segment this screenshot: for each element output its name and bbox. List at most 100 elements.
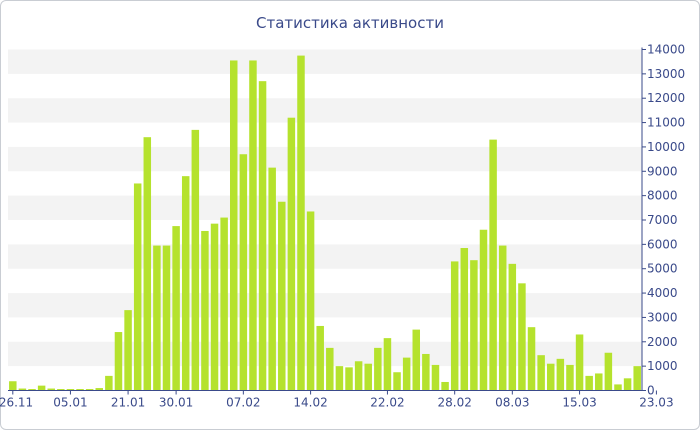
bar (133, 183, 142, 391)
bar (518, 283, 526, 391)
bar (95, 388, 104, 391)
x-tick-label: 07.02 (226, 396, 260, 410)
bar (460, 248, 469, 391)
bar (354, 361, 363, 391)
bar (239, 154, 248, 391)
bar (191, 129, 200, 391)
bar (383, 338, 392, 391)
bar (76, 389, 84, 391)
x-tick-label: 08.03 (495, 396, 529, 410)
y-tick-label: 5000 (647, 262, 678, 276)
bar (18, 388, 27, 391)
bar (210, 223, 219, 391)
y-tick-label: 11000 (647, 116, 685, 130)
bar (508, 263, 517, 391)
bar (181, 176, 190, 391)
bar (153, 245, 161, 391)
grid-band (8, 244, 642, 269)
bar (201, 230, 209, 391)
bar (37, 385, 46, 391)
bar (143, 137, 152, 391)
bar (316, 325, 324, 391)
x-tick-label: 05.01 (53, 396, 87, 410)
grid-band (8, 341, 642, 367)
bar (297, 55, 305, 391)
bar (585, 375, 593, 391)
bar (402, 357, 411, 391)
y-axis-ticks: 0 1000 2000 3000 4000 5000 6000 7000 8000 9000 100… (642, 43, 685, 398)
bar (66, 389, 75, 391)
y-tick-label: 12000 (647, 91, 685, 105)
bar (604, 352, 613, 391)
bar (85, 389, 94, 391)
bar (326, 347, 334, 391)
bar (412, 329, 421, 391)
y-tick-label: 13000 (647, 67, 685, 81)
grid-band (8, 146, 642, 172)
x-tick-label: 15.03 (562, 396, 596, 410)
bar (556, 358, 565, 391)
grid-band (8, 49, 642, 74)
bar (162, 245, 171, 391)
grid-band (8, 293, 642, 318)
y-tick-label: 9000 (647, 164, 678, 178)
x-tick-label: 26.11 (0, 396, 33, 410)
y-tick-label: 8000 (647, 189, 678, 203)
bar (623, 378, 632, 391)
x-tick-label: 21.01 (111, 396, 145, 410)
grid-bands (8, 49, 642, 367)
bar (220, 217, 228, 391)
y-tick-label: 10000 (647, 140, 685, 154)
x-tick-label: 28.02 (438, 396, 472, 410)
bar (422, 353, 430, 391)
grid-band (8, 195, 642, 220)
bar (172, 226, 180, 391)
x-tick-label: 22.02 (370, 396, 404, 410)
bar (441, 381, 449, 391)
bar (229, 60, 238, 391)
bar (287, 117, 296, 391)
bar (124, 310, 132, 391)
bar (278, 201, 286, 391)
bar (479, 229, 488, 391)
x-tick-label: 30.01 (159, 396, 193, 410)
bar (431, 364, 440, 391)
y-tick-label: 2000 (647, 335, 678, 349)
y-tick-label: 14000 (647, 43, 685, 57)
bar (114, 332, 123, 391)
y-tick-label: 4000 (647, 286, 678, 300)
bar (566, 364, 574, 391)
bar (57, 389, 65, 391)
bar (47, 388, 55, 391)
y-tick-label: 1000 (647, 359, 678, 373)
bar (498, 245, 507, 391)
x-axis-ticks: 26.11 05.01 21.01 30.01 07.02 14.02 22.02 28.02… (0, 390, 674, 410)
y-tick-label: 6000 (647, 237, 678, 251)
bar (249, 60, 257, 391)
bar (575, 334, 584, 391)
bar (527, 327, 536, 391)
grid-band (8, 98, 642, 123)
bar (633, 366, 641, 391)
bar (345, 367, 353, 391)
bar (614, 384, 622, 391)
bar (546, 363, 555, 391)
y-tick-label: 0 (647, 384, 655, 398)
bar (28, 389, 36, 391)
bar (489, 139, 497, 391)
bar (105, 375, 113, 391)
bar (268, 167, 276, 391)
bar (595, 373, 603, 391)
bar (374, 347, 382, 391)
x-tick-label: 23.03 (639, 396, 673, 410)
x-tick-label: 14.02 (293, 396, 327, 410)
bar (537, 355, 545, 391)
bar (393, 372, 401, 391)
chart-title: Статистика активности (256, 14, 444, 32)
y-tick-label: 3000 (647, 310, 678, 324)
bar (450, 261, 459, 391)
bar-series (9, 55, 641, 391)
y-tick-label: 7000 (647, 213, 678, 227)
bar (364, 363, 372, 391)
